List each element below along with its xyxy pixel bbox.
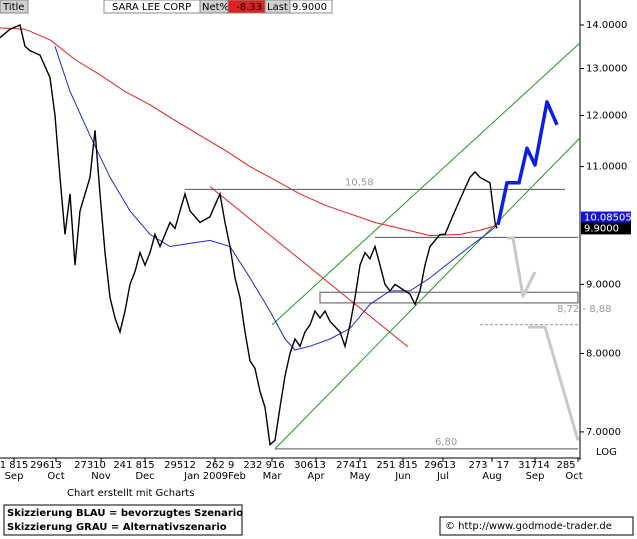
scale-label: LOG: [596, 447, 617, 458]
y-tick-label: 13.0000: [586, 63, 627, 74]
scenario-line: [528, 325, 580, 441]
legend-box: [3, 504, 243, 536]
legend-text: Skizzierung BLAU = bevorzugtes Szenario: [7, 508, 243, 519]
price-line: [54, 46, 498, 351]
scenario-line: [507, 236, 537, 298]
x-day-label: 17: [497, 460, 510, 471]
x-tick-label: Oct: [565, 471, 582, 482]
x-day-label: 232 916: [243, 460, 284, 471]
x-tick-label: Sep: [526, 471, 545, 482]
x-tick-label: Apr: [307, 471, 325, 482]
price-box: [581, 211, 631, 224]
header-title: Title: [2, 2, 24, 13]
y-tick-label: 11.0000: [586, 162, 627, 173]
legend-text: Skizzierung GRAU = Alternativszenario: [7, 522, 227, 533]
x-day-label: 27411: [336, 460, 368, 471]
x-day-label: 251 815: [376, 460, 417, 471]
header-cell: [0, 0, 29, 14]
x-tick-label: Jun: [394, 471, 411, 482]
y-tick-label: 8.0000: [586, 349, 621, 360]
header-name: SARA LEE CORP: [112, 2, 191, 13]
x-day-label: 1 815: [0, 460, 28, 471]
header-cell: [289, 0, 333, 14]
y-tick-label: 7.0000: [586, 427, 621, 438]
x-day-label: 31714: [518, 460, 550, 471]
header-net: -8.33: [236, 2, 262, 13]
x-day-label: 273: [468, 460, 487, 471]
level-label: 8,72 - 8,88: [557, 304, 612, 315]
header-net-label: Net%: [202, 2, 229, 13]
x-tick-label: Sep: [5, 471, 24, 482]
x-tick-label: Mar: [263, 471, 283, 482]
y-tick-label: 12.0000: [586, 110, 627, 121]
x-day-label: 30613: [294, 460, 326, 471]
x-day-label: 285: [556, 460, 575, 471]
level-label: 10,58: [345, 177, 374, 188]
scenario-line: [496, 100, 559, 226]
x-day-label: 27310: [74, 460, 106, 471]
x-tick-label: Nov: [91, 471, 111, 482]
x-tick-label: May: [350, 471, 371, 482]
y-tick-label: 9.0000: [586, 279, 621, 290]
header-last-label: Last: [267, 2, 288, 13]
level-band: [319, 291, 579, 304]
x-day-label: 29613: [424, 460, 456, 471]
price-line: [0, 27, 498, 237]
credit: Chart erstellt mit Gcharts: [67, 488, 194, 499]
copyright-box: [439, 516, 634, 536]
level-label: 6,80: [435, 437, 457, 448]
plot-area: 7.0000 8.0000 9.0000 11.0000 12.0000 13.0000 1…: [0, 20, 632, 482]
x-tick-label: Jul: [436, 471, 449, 482]
x-tick-label: Jan 2009Feb: [183, 471, 246, 482]
x-day-label: 29512: [164, 460, 196, 471]
price-box: [581, 222, 631, 235]
x-tick-label: Dec: [135, 471, 154, 482]
x-day-label: 262 9: [206, 460, 235, 471]
copyright: © http://www.godmode-trader.de: [445, 521, 612, 532]
x-tick-label: Oct: [47, 471, 64, 482]
x-day-label: 29613: [30, 460, 62, 471]
price-line: [0, 24, 498, 446]
price-box-label: 10.08505: [584, 213, 632, 224]
price-box-label: 9.9000: [584, 223, 619, 234]
y-tick-label: 14.0000: [586, 20, 627, 31]
trend-line: [209, 186, 409, 348]
header-last: 9.9000: [292, 2, 327, 13]
trend-line: [274, 137, 581, 450]
x-day-label: 241 815: [113, 460, 154, 471]
x-tick-label: Aug: [482, 471, 502, 482]
